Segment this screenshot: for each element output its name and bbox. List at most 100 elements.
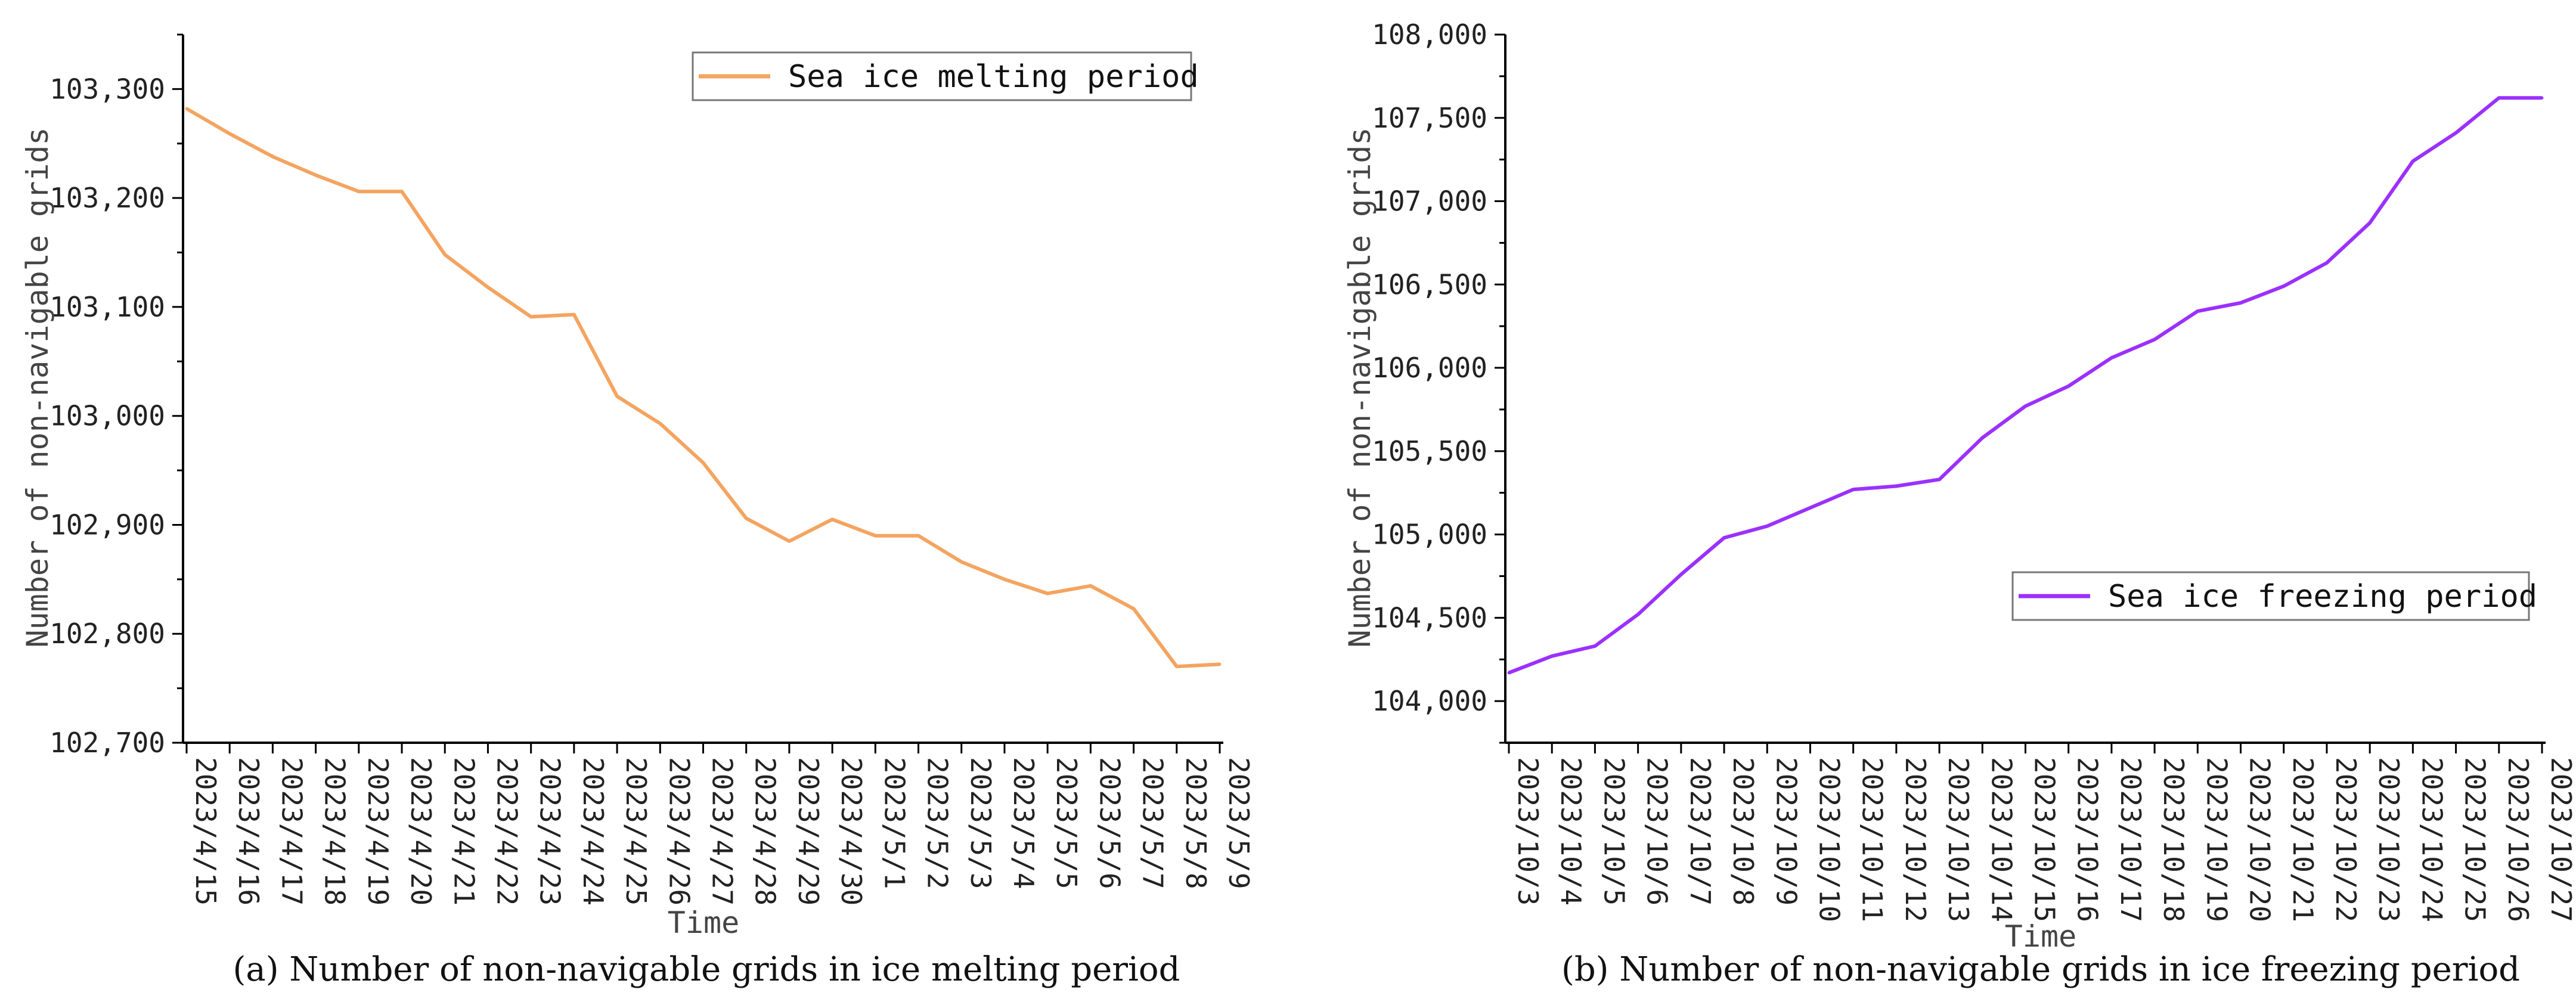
melting-y-tick-label: 103,300 <box>49 73 165 105</box>
freezing-data-point <box>2196 309 2199 313</box>
melting-data-point <box>1046 592 1049 596</box>
melting-data-point <box>1089 584 1092 588</box>
melting-x-tick-label: 2023/5/5 <box>1050 757 1083 889</box>
melting-data-point <box>658 421 662 425</box>
melting-x-tick-label: 2023/4/25 <box>620 757 652 905</box>
melting-x-tick-label: 2023/4/17 <box>275 757 308 905</box>
melting-y-tick-label: 102,700 <box>49 727 165 759</box>
freezing-data-point <box>1593 644 1597 648</box>
melting-x-tick-label: 2023/5/1 <box>878 757 910 889</box>
freezing-x-tick-label: 2023/10/18 <box>2157 757 2190 922</box>
melting-data-point <box>788 539 791 543</box>
freezing-x-tick-label: 2023/10/24 <box>2416 757 2448 922</box>
freezing-legend-box <box>2011 571 2530 621</box>
melting-x-tick-label: 2023/4/29 <box>792 757 824 905</box>
freezing-data-point <box>1980 436 1984 439</box>
melting-data-point <box>228 132 231 135</box>
freezing-y-tick-label: 105,000 <box>1372 519 1487 551</box>
freezing-data-point <box>2325 261 2329 265</box>
freezing-x-tick-label: 2023/10/23 <box>2373 757 2405 922</box>
melting-x-axis-title: Time <box>668 905 739 940</box>
melting-x-tick-label: 2023/4/19 <box>362 757 394 905</box>
freezing-x-tick-label: 2023/10/27 <box>2545 757 2576 922</box>
melting-x-tick-label: 2023/4/20 <box>405 757 437 905</box>
freezing-x-tick-label: 2023/10/15 <box>2029 757 2061 922</box>
melting-x-tick-label: 2023/4/28 <box>749 757 782 905</box>
freezing-plot: 104,000 104,500 105,000 105,500 106,000 106,5… <box>1372 18 2576 922</box>
melting-x-tick-label: 2023/5/4 <box>1008 757 1040 889</box>
melting-data-point <box>400 190 404 193</box>
melting-x-tick-label: 2023/4/27 <box>706 757 739 905</box>
freezing-x-tick-label: 2023/10/16 <box>2072 757 2104 922</box>
freezing-x-tick-label: 2023/10/11 <box>1856 757 1889 922</box>
melting-y-tick-label: 102,900 <box>49 508 165 541</box>
freezing-data-point <box>2368 221 2372 225</box>
freezing-x-tick-label: 2023/10/17 <box>2115 757 2147 922</box>
panel-freezing: 104,000 104,500 105,000 105,500 106,000 106,5… <box>1343 18 2576 989</box>
melting-x-tick-label: 2023/5/9 <box>1223 757 1255 889</box>
melting-data-point <box>443 253 447 256</box>
melting-y-tick-label: 103,200 <box>49 182 165 214</box>
melting-x-tick-label: 2023/4/23 <box>534 757 566 905</box>
melting-data-point <box>572 313 576 317</box>
melting-y-tick-label: 103,100 <box>49 291 165 323</box>
melting-data-point <box>1218 662 1222 666</box>
freezing-x-tick-label: 2023/10/19 <box>2200 757 2233 922</box>
melting-x-tick-label: 2023/5/8 <box>1180 757 1212 889</box>
freezing-x-tick-label: 2023/10/6 <box>1641 757 1673 905</box>
melting-data-point <box>1175 665 1179 668</box>
melting-x-tick-label: 2023/4/15 <box>190 757 222 905</box>
melting-x-tick-label: 2023/4/26 <box>663 757 695 905</box>
freezing-x-tick-label: 2023/10/26 <box>2502 757 2534 922</box>
melting-x-tick-label: 2023/5/2 <box>922 757 954 889</box>
freezing-data-point <box>2497 96 2501 100</box>
freezing-data-point <box>2239 301 2243 305</box>
melting-caption: (a) Number of non-navigable grids in ice… <box>233 950 1180 989</box>
melting-data-point <box>271 155 274 159</box>
freezing-x-tick-label: 2023/10/7 <box>1684 757 1716 905</box>
freezing-y-tick-label: 106,000 <box>1372 352 1487 384</box>
melting-data-point <box>745 516 748 520</box>
freezing-data-point <box>1550 655 1554 658</box>
melting-plot: 102,700 102,800 102,900 103,000 103,100 103,2… <box>49 33 1255 905</box>
melting-data-point <box>702 461 705 464</box>
melting-x-tick-label: 2023/5/7 <box>1137 757 1169 889</box>
melting-x-tick-label: 2023/4/16 <box>233 757 265 905</box>
melting-data-point <box>1132 607 1136 610</box>
panel-melting: 102,700 102,800 102,900 103,000 103,100 103,2… <box>20 33 1255 989</box>
freezing-y-tick-label: 104,500 <box>1372 601 1487 634</box>
freezing-x-tick-label: 2023/10/9 <box>1770 757 1802 905</box>
freezing-data-point <box>1938 477 1941 481</box>
melting-data-point <box>529 315 533 318</box>
melting-legend-label: Sea ice melting period <box>788 59 1199 95</box>
melting-legend-box <box>692 51 1192 101</box>
freezing-x-tick-label: 2023/10/14 <box>1985 757 2017 922</box>
freezing-x-tick-label: 2023/10/3 <box>1512 757 1544 905</box>
melting-data-point <box>615 395 619 398</box>
freezing-x-tick-label: 2023/10/25 <box>2459 757 2491 922</box>
melting-x-tick-label: 2023/5/3 <box>965 757 997 889</box>
freezing-data-point <box>1636 613 1640 616</box>
melting-series-line <box>185 107 1220 669</box>
melting-x-tick-label: 2023/4/21 <box>448 757 480 905</box>
melting-data-point <box>185 107 188 110</box>
freezing-x-tick-label: 2023/10/22 <box>2330 757 2362 922</box>
freezing-data-point <box>1507 671 1511 675</box>
freezing-caption: (b) Number of non-navigable grids in ice… <box>1561 950 2520 989</box>
freezing-data-point <box>1852 488 1855 491</box>
freezing-x-tick-label: 2023/10/10 <box>1813 757 1845 922</box>
freezing-data-point <box>2454 131 2458 135</box>
freezing-data-point <box>1679 573 1683 576</box>
melting-y-tick-label: 103,000 <box>49 400 165 432</box>
freezing-legend-label: Sea ice freezing period <box>2108 579 2537 615</box>
melting-y-tick-label: 102,800 <box>49 618 165 650</box>
freezing-x-tick-label: 2023/10/21 <box>2287 757 2319 922</box>
freezing-data-point <box>1808 506 1812 510</box>
freezing-data-point <box>2067 384 2070 388</box>
freezing-y-tick-label: 108,000 <box>1372 18 1487 51</box>
freezing-data-point <box>2110 356 2113 359</box>
freezing-data-point <box>2024 404 2027 408</box>
freezing-data-point <box>2282 284 2286 288</box>
freezing-y-tick-label: 104,000 <box>1372 685 1487 717</box>
